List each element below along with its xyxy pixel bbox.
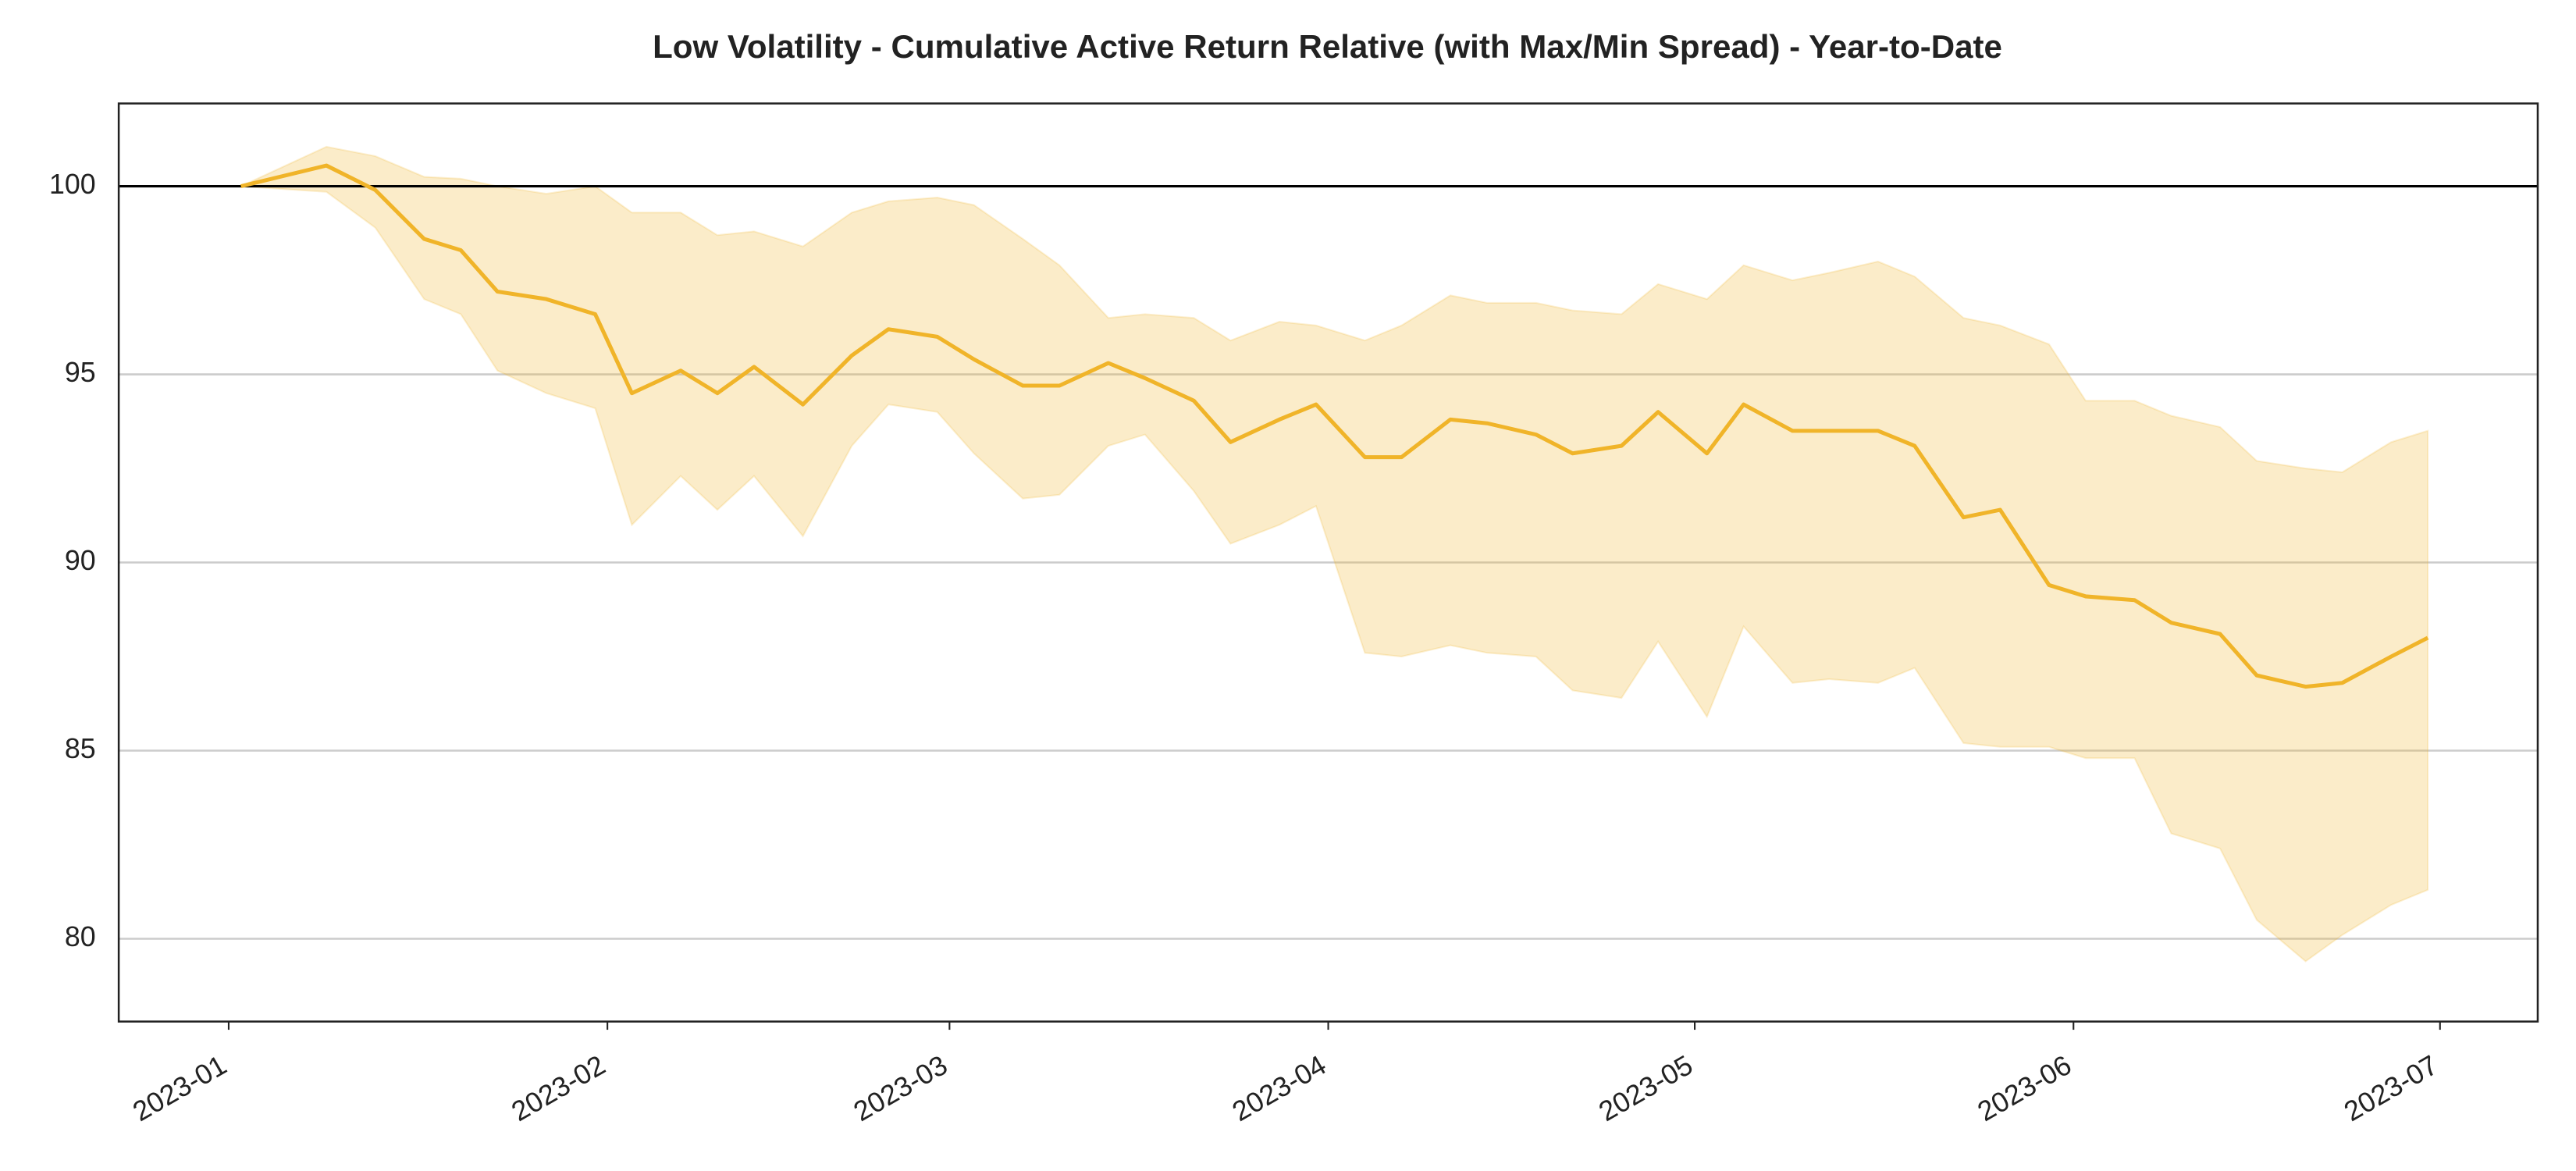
spread-area: [240, 145, 2429, 963]
y-tick-label: 95: [65, 357, 96, 388]
x-tick-label: 2023-02: [507, 1049, 611, 1127]
line: [240, 163, 2429, 689]
chart-title: Low Volatility - Cumulative Active Retur…: [653, 28, 2002, 65]
x-tick-label: 2023-06: [1973, 1049, 2077, 1127]
y-tick-label: 100: [49, 169, 96, 200]
plot-frame: [117, 102, 2539, 1023]
x-tick-label: 2023-01: [127, 1049, 232, 1127]
y-tick-label: 90: [65, 545, 96, 576]
y-tick-label: 80: [65, 921, 96, 952]
x-tick-label: 2023-04: [1227, 1049, 1332, 1127]
y-tick-label: 85: [65, 733, 96, 764]
x-tick-label: 2023-05: [1593, 1049, 1698, 1127]
x-tick-label: 2023-03: [849, 1049, 953, 1127]
x-tick-label: 2023-07: [2339, 1049, 2443, 1127]
